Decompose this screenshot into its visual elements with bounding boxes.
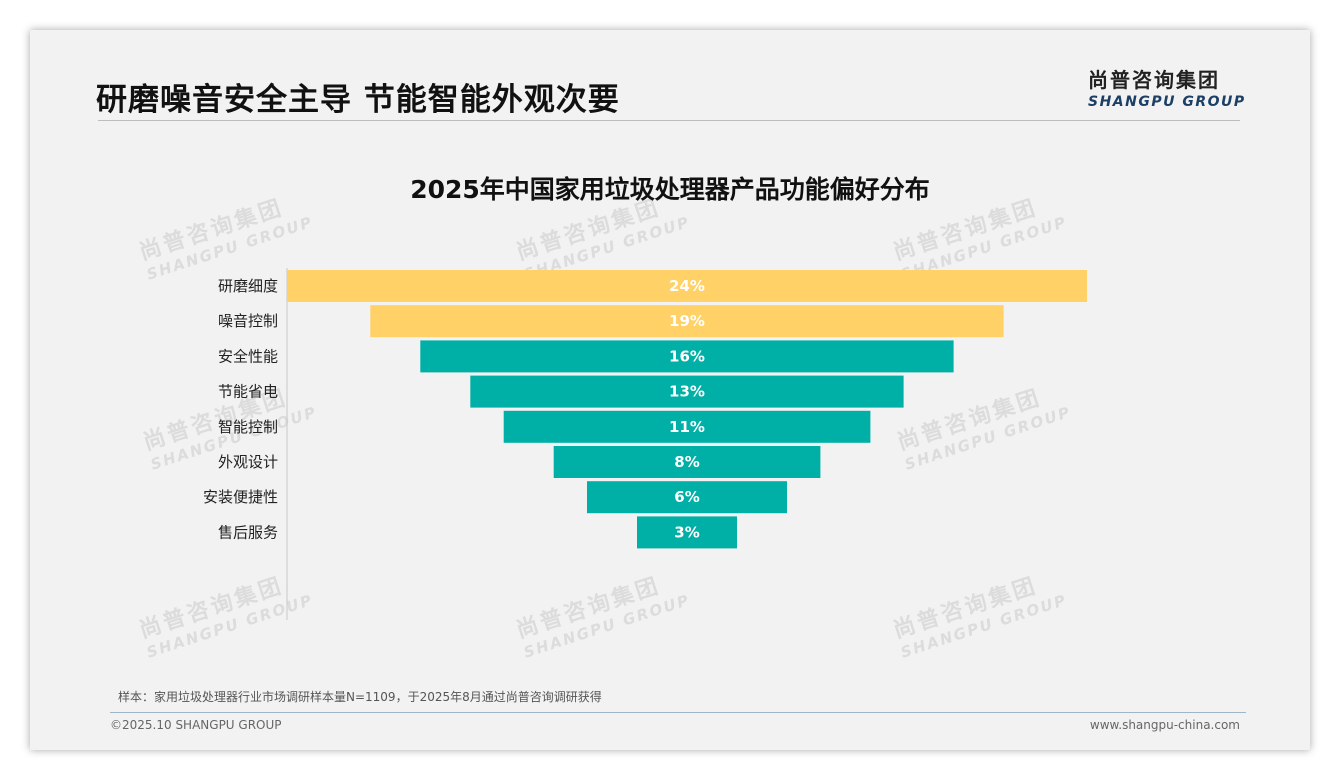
chart-title: 2025年中国家用垃圾处理器产品功能偏好分布 — [410, 175, 930, 204]
bar — [370, 305, 1004, 338]
copyright: ©2025.10 SHANGPU GROUP — [110, 718, 282, 732]
category-label: 安装便捷性 — [203, 488, 278, 506]
data-label: 6% — [674, 488, 699, 506]
category-label: 研磨细度 — [218, 277, 278, 295]
category-label: 售后服务 — [218, 523, 278, 541]
company-logo: 尚普咨询集团 SHANGPU GROUP — [1088, 64, 1246, 110]
bar — [420, 340, 954, 373]
bar — [470, 375, 904, 408]
data-label: 24% — [669, 277, 705, 295]
category-label: 噪音控制 — [218, 312, 278, 330]
title-divider — [98, 120, 1240, 121]
website-link[interactable]: www.shangpu-china.com — [1089, 718, 1240, 732]
sample-note: 样本：家用垃圾处理器行业市场调研样本量N=1109，于2025年8月通过尚普咨询… — [118, 690, 602, 704]
data-label: 19% — [669, 312, 705, 330]
bar — [587, 481, 787, 514]
data-label: 3% — [674, 523, 699, 541]
page-title: 研磨噪音安全主导 节能智能外观次要 — [96, 82, 620, 118]
logo-chinese-name: 尚普咨询集团 — [1088, 68, 1220, 92]
data-label: 8% — [674, 453, 699, 471]
data-label: 11% — [669, 418, 705, 436]
footer-divider — [110, 712, 1246, 713]
bar — [287, 270, 1087, 302]
data-label: 16% — [669, 347, 705, 365]
funnel-chart: 研磨细度 24% 噪音控制 19% 安全性能 16% 节能省电 13% 智能控制 11% 外观设计 8… — [203, 268, 1087, 620]
data-label: 13% — [669, 383, 705, 401]
category-label: 安全性能 — [218, 347, 278, 365]
slide: 尚普咨询集团 SHANGPU GROUP 尚普咨询集团 SHANGPU GROUP … — [30, 30, 1310, 750]
category-label: 节能省电 — [218, 383, 278, 401]
bar — [637, 516, 737, 549]
bar — [553, 446, 821, 478]
logo-english-name: SHANGPU GROUP — [1088, 94, 1246, 110]
category-label: 智能控制 — [218, 418, 278, 436]
category-label: 外观设计 — [218, 453, 278, 471]
bar — [503, 410, 871, 443]
